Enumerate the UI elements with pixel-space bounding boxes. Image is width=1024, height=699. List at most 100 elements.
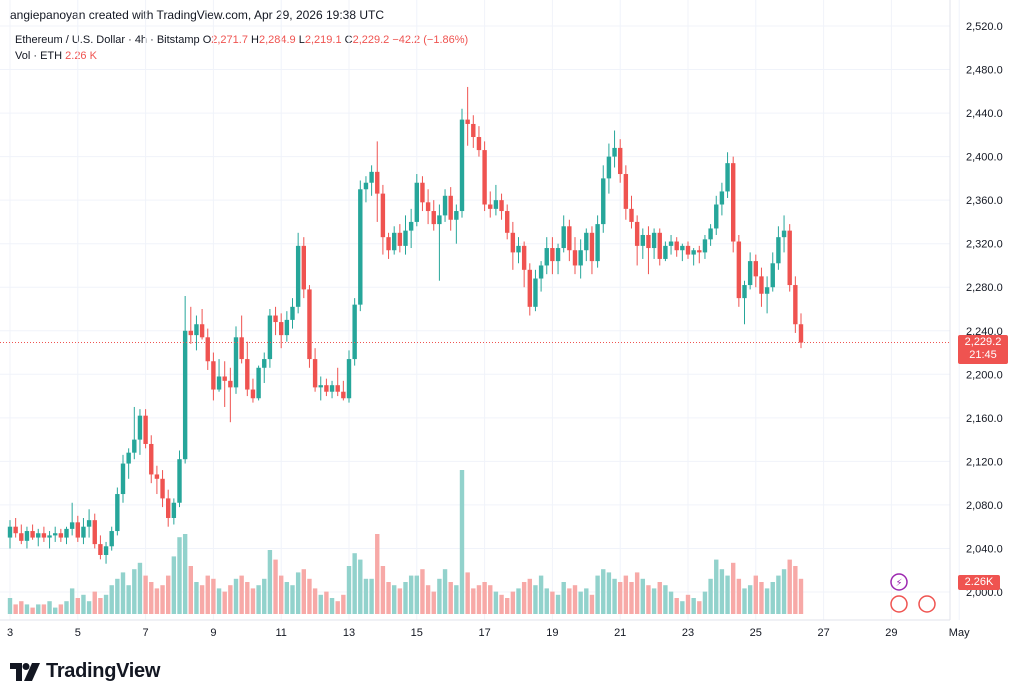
volume-bar (352, 553, 357, 614)
volume-bar (245, 582, 250, 614)
volume-bar (442, 569, 448, 614)
volume-bar (612, 578, 617, 614)
x-tick-label: 11 (275, 627, 286, 639)
volume-bar (691, 598, 696, 614)
candle-body (267, 315, 273, 360)
candle-body (239, 337, 244, 360)
volume-bar (69, 588, 75, 614)
volume-bar (109, 585, 114, 614)
candle-body (58, 533, 64, 538)
candle-body (618, 147, 623, 175)
volume-bar (205, 575, 210, 614)
volume-bar (533, 585, 538, 614)
volume-bar (262, 578, 267, 614)
volume-bar (47, 601, 52, 614)
volume-bar (307, 578, 312, 614)
volume-bar (454, 585, 459, 614)
candle-body (634, 221, 640, 246)
volume-bar (476, 585, 482, 614)
candle-body (589, 232, 595, 262)
volume-value: 2.26 K (65, 50, 97, 62)
volume-bar (448, 582, 453, 614)
volume-bar (177, 537, 182, 614)
candle-body (646, 234, 651, 249)
volume-bar (132, 569, 137, 614)
volume-bar (431, 591, 436, 614)
candle-body (352, 304, 357, 360)
candle-body (414, 182, 419, 222)
candle-body (177, 459, 182, 503)
candle-body (160, 478, 165, 499)
volume-bar (256, 585, 261, 614)
candle-body (521, 245, 527, 270)
candle-body (691, 250, 696, 255)
volume-bar (295, 572, 301, 614)
volume-bar (290, 585, 295, 614)
volume-legend: Vol · ETH 2.26 K (15, 50, 97, 62)
candle-body (510, 232, 516, 253)
candle-body (64, 528, 69, 538)
volume-bar (663, 585, 668, 614)
volume-bar (403, 582, 408, 614)
candle-body (7, 526, 13, 538)
candle-body (154, 474, 160, 479)
volume-bar (19, 601, 24, 614)
event-icon (890, 573, 908, 591)
candle-body (425, 202, 431, 212)
candle-body (98, 544, 103, 555)
candle-body (544, 248, 549, 266)
candle-body (408, 221, 414, 231)
volume-bar (397, 588, 403, 614)
volume-bar (781, 569, 787, 614)
volume-bar (646, 585, 651, 614)
volume-bar (505, 598, 510, 614)
candle-body (335, 385, 340, 392)
volume-bar (623, 575, 629, 614)
tradingview-brand[interactable]: TradingView (10, 660, 160, 683)
volume-bar (708, 578, 713, 614)
candle-body (188, 330, 193, 336)
volume-bar (318, 594, 323, 614)
candle-body (318, 385, 323, 388)
candle-body (420, 182, 425, 203)
candle-body (228, 380, 233, 388)
candle-body (471, 123, 476, 138)
candle-body (250, 389, 256, 399)
candle-body (595, 224, 600, 262)
candle-body (324, 385, 329, 392)
candle-body (702, 239, 708, 253)
volume-bar (222, 591, 227, 614)
volume-bar (346, 566, 352, 614)
volume-bar (719, 569, 725, 614)
volume-bar (510, 591, 516, 614)
volume-bar (358, 559, 363, 614)
candle-body (561, 226, 566, 249)
volume-bar (239, 575, 244, 614)
candle-body (488, 204, 493, 209)
candle-body (233, 337, 239, 388)
volume-bar (392, 585, 397, 614)
volume-bar (798, 578, 804, 614)
candle-body (437, 215, 442, 225)
candle-body (380, 193, 386, 238)
candle-body (143, 415, 148, 444)
candle-body (680, 245, 685, 251)
candle-body (199, 324, 205, 338)
candle-body (375, 171, 380, 194)
candle-body (770, 263, 775, 288)
volume-label: Vol · ETH (15, 50, 63, 62)
candle-body (493, 200, 499, 209)
candle-body (86, 520, 92, 527)
volume-bar (166, 575, 171, 614)
candle-body (149, 443, 154, 475)
volume-bar (702, 591, 708, 614)
candle-body (403, 230, 408, 246)
volume-bar (731, 562, 736, 614)
volume-bar (521, 582, 527, 614)
volume-bar (618, 582, 623, 614)
volume-bar (714, 559, 719, 614)
volume-bar (742, 588, 747, 614)
candle-body (516, 245, 521, 253)
x-tick-label: 29 (885, 627, 897, 639)
